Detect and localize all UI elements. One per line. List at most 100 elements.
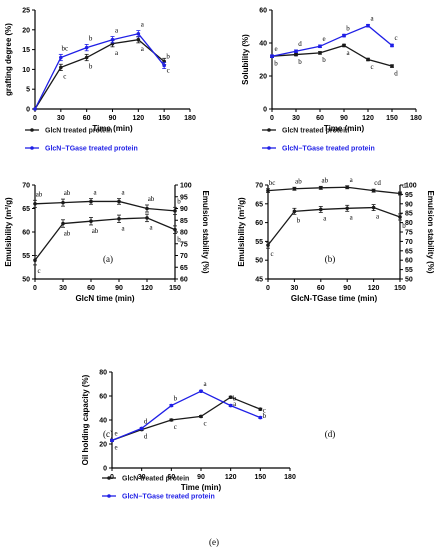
significance-letter: a bbox=[350, 213, 354, 221]
data-point bbox=[117, 199, 121, 204]
x-tick-label: 180 bbox=[184, 115, 196, 122]
significance-letter: c bbox=[270, 250, 273, 258]
y2-tick-label: 100 bbox=[180, 183, 192, 190]
y-axis-label: Oil holding capacity (%) bbox=[81, 374, 90, 465]
significance-letter: a bbox=[233, 400, 237, 408]
x-tick-label: 30 bbox=[57, 115, 65, 122]
significance-letter: c bbox=[394, 34, 397, 42]
x-tick-label: 0 bbox=[33, 115, 37, 122]
chart-d: 0 30 60 90 120 150 45 50 55 60 65 70 50 55 60 65 70 75 80 8… bbox=[237, 176, 435, 439]
significance-letter: a bbox=[323, 214, 327, 222]
y2-tick-label: 75 bbox=[405, 230, 413, 237]
legend-marker bbox=[30, 146, 34, 150]
significance-letter: ab bbox=[295, 177, 302, 185]
data-point bbox=[89, 199, 93, 204]
data-point bbox=[169, 418, 174, 422]
data-point bbox=[398, 215, 402, 219]
data-point bbox=[199, 414, 203, 419]
series-line bbox=[267, 186, 401, 195]
significance-letter: a bbox=[376, 213, 380, 221]
y2-tick-label: 75 bbox=[180, 241, 188, 248]
significance-letter: e bbox=[274, 45, 277, 53]
data-point bbox=[366, 57, 370, 62]
x-tick-label: 60 bbox=[83, 115, 91, 122]
data-point bbox=[318, 51, 322, 55]
series-line bbox=[34, 200, 176, 212]
x-tick-label: 90 bbox=[197, 474, 205, 481]
x-tick-label: 90 bbox=[340, 115, 348, 122]
significance-letter: d bbox=[144, 433, 148, 441]
significance-letter: a bbox=[203, 380, 207, 388]
y-axis-label: Emulsibility (m²/g) bbox=[4, 197, 13, 267]
significance-letter: cd bbox=[374, 179, 381, 187]
y-tick-label: 0 bbox=[103, 466, 107, 473]
y2-tick-label: 70 bbox=[180, 253, 188, 260]
legend-entry: GlcN treated protein bbox=[282, 128, 349, 135]
panel-caption: (a) bbox=[103, 254, 113, 264]
x-tick-label: 60 bbox=[87, 285, 95, 292]
significance-letter: bc bbox=[62, 44, 69, 52]
y2-tick-label: 65 bbox=[405, 248, 413, 255]
significance-letter: c bbox=[37, 267, 40, 275]
significance-letter: d bbox=[394, 69, 398, 77]
data-point bbox=[258, 407, 263, 412]
data-point bbox=[139, 426, 144, 431]
data-point bbox=[117, 217, 121, 221]
significance-letter: c bbox=[167, 67, 170, 75]
y2-tick-label: 85 bbox=[180, 218, 188, 225]
data-point bbox=[318, 44, 322, 49]
x-axis-label: Time (min) bbox=[181, 483, 222, 492]
data-point bbox=[33, 202, 37, 206]
y-tick-label: 70 bbox=[255, 183, 263, 190]
x-tick-label: 90 bbox=[115, 285, 123, 292]
series-line bbox=[34, 217, 176, 261]
significance-letter: c bbox=[174, 423, 177, 431]
legend-entry: GlcN−TGase treated protein bbox=[45, 146, 138, 153]
significance-letter: c bbox=[263, 407, 266, 415]
significance-letter: b bbox=[89, 63, 93, 71]
x-axis-label: GlcN-TGase time (min) bbox=[291, 294, 378, 303]
data-point bbox=[266, 188, 270, 193]
significance-letter: d bbox=[402, 182, 406, 190]
y2-tick-label: 70 bbox=[405, 239, 413, 246]
y-tick-label: 40 bbox=[259, 41, 267, 48]
series-line bbox=[34, 33, 165, 110]
y-tick-label: 20 bbox=[259, 74, 267, 81]
data-point bbox=[61, 200, 65, 205]
significance-letter: b bbox=[297, 216, 301, 224]
y-tick-label: 70 bbox=[22, 183, 30, 190]
significance-letter: b bbox=[346, 24, 350, 32]
y2-tick-label: 50 bbox=[405, 277, 413, 284]
panel-caption: (c) bbox=[103, 429, 113, 439]
significance-letter: c bbox=[63, 73, 66, 81]
panel-caption: (e) bbox=[209, 537, 219, 547]
significance-letter: b bbox=[174, 395, 178, 403]
significance-letter: b bbox=[177, 197, 181, 205]
significance-letter: a bbox=[149, 224, 153, 232]
data-point bbox=[173, 227, 177, 232]
significance-letter: a bbox=[141, 21, 145, 29]
y-tick-label: 10 bbox=[22, 67, 30, 74]
series-line bbox=[271, 24, 393, 57]
legend-marker bbox=[107, 494, 111, 498]
significance-letter: a bbox=[370, 14, 374, 22]
y-tick-label: 20 bbox=[99, 442, 107, 449]
y-tick-label: 60 bbox=[255, 220, 263, 227]
y-tick-label: 25 bbox=[22, 8, 30, 15]
x-tick-label: 60 bbox=[317, 285, 325, 292]
data-point bbox=[294, 52, 298, 57]
y-tick-label: 65 bbox=[22, 206, 30, 213]
x-tick-label: 150 bbox=[254, 474, 266, 481]
data-point bbox=[345, 185, 350, 190]
significance-letter: a bbox=[141, 45, 145, 53]
x-tick-label: 30 bbox=[59, 285, 67, 292]
x-tick-label: 150 bbox=[386, 115, 398, 122]
data-point bbox=[371, 205, 376, 210]
legend-entry: GlcN treated protein bbox=[122, 476, 189, 483]
significance-letter: ab bbox=[92, 227, 99, 235]
significance-letter: a bbox=[93, 189, 97, 197]
significance-letter: a bbox=[121, 225, 125, 233]
data-point bbox=[59, 55, 63, 60]
y-tick-label: 50 bbox=[255, 258, 263, 265]
